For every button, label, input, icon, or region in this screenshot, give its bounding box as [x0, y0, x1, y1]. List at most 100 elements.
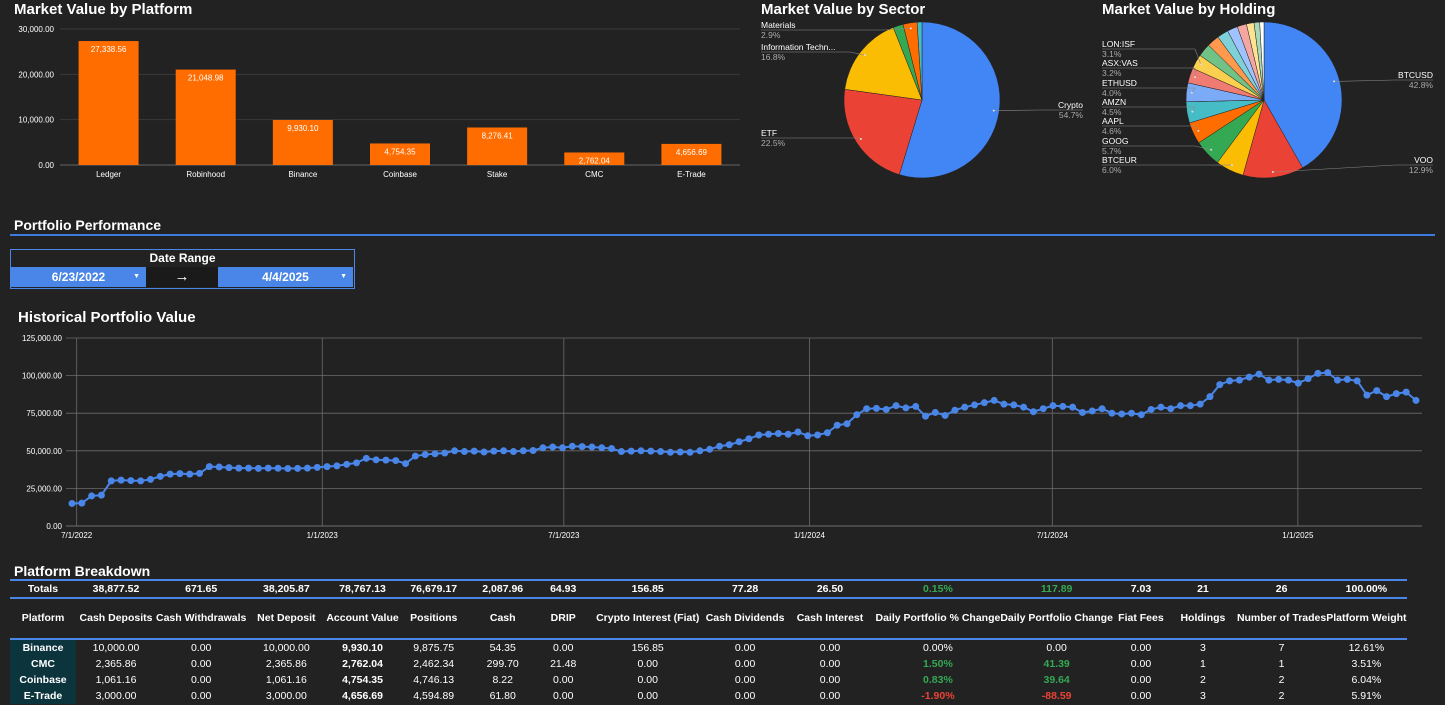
table-cell: Daily Portfolio % Change — [875, 598, 1001, 640]
table-cell: 3.51% — [1351, 658, 1382, 670]
table-cell: 6.04% — [1351, 674, 1382, 686]
data-point — [941, 411, 949, 419]
data-point — [1402, 388, 1410, 396]
data-point — [833, 421, 841, 429]
y-tick-label: 25,000.00 — [26, 484, 62, 493]
table-cell: 299.70 — [486, 658, 519, 670]
data-point — [1412, 396, 1420, 404]
data-point — [519, 447, 527, 455]
table-cell: 0.00 — [552, 674, 574, 686]
y-tick-label: 125,000.00 — [22, 334, 63, 343]
historical-value-line-chart[interactable]: 0.00 25,000.00 50,000.00 75,000.00 100,000.0… — [0, 330, 1440, 545]
data-point — [127, 477, 135, 485]
data-point — [333, 462, 341, 470]
header-row: Platform Cash Deposits Cash Withdrawals Net… — [10, 598, 1407, 640]
table-cell: 0.00 — [190, 674, 212, 686]
slice-label: BTCEUR — [1102, 155, 1137, 165]
slice-label: Information Techn... — [761, 42, 836, 52]
table-cell: 4,594.89 — [413, 690, 455, 702]
data-point — [382, 456, 390, 464]
table-cell: 0.00 — [734, 690, 756, 702]
data-point — [1108, 409, 1116, 417]
table-cell: Cash Deposits — [76, 598, 156, 640]
data-point — [146, 475, 154, 483]
data-point — [1147, 405, 1155, 413]
data-point — [1373, 387, 1381, 395]
table-cell: 0.00 — [637, 674, 658, 686]
table-cell: 9,930.10 — [342, 642, 383, 654]
data-point — [372, 456, 380, 464]
data-point — [176, 470, 184, 478]
data-point — [637, 447, 645, 455]
table-cell: 3,000.00 — [265, 690, 307, 702]
data-point — [402, 460, 410, 468]
data-point — [411, 452, 419, 460]
data-point — [961, 403, 969, 411]
data-point — [892, 402, 900, 410]
data-point — [352, 459, 360, 467]
data-point — [88, 492, 96, 500]
table-cell: 0.00 — [734, 642, 756, 654]
data-point — [725, 441, 733, 449]
table-cell: Daily Portfolio Change — [1000, 598, 1113, 640]
end-date-value: 4/4/2025 — [262, 270, 309, 284]
table-cell: 41.39 — [1043, 658, 1070, 670]
data-point — [676, 448, 684, 456]
y-tick-label: 0.00 — [38, 161, 54, 170]
table-cell: 0.00 — [734, 658, 756, 670]
bar-value-label: 21,048.98 — [188, 74, 224, 83]
start-date-dropdown[interactable]: 6/23/2022 ▼ — [11, 267, 146, 287]
y-tick-label: 20,000.00 — [18, 70, 54, 79]
data-point — [1343, 375, 1351, 383]
table-cell: Cash Withdrawals — [156, 598, 247, 640]
data-point — [392, 457, 400, 465]
bar-value-label: 9,930.10 — [287, 124, 319, 133]
slice-percent: 4.6% — [1102, 126, 1122, 136]
data-point — [921, 412, 929, 420]
leader-line — [1102, 48, 1202, 65]
leader-line — [1102, 106, 1196, 112]
x-tick-label: CMC — [585, 170, 603, 179]
data-point — [509, 448, 517, 456]
table-cell: 3 — [1200, 690, 1206, 702]
slice-label: Crypto — [1058, 100, 1083, 110]
holding-pie-chart[interactable]: LON:ISF3.1%ASX:VAS3.2%ETHUSD4.0%AMZN4.5%… — [1095, 18, 1440, 186]
data-point — [1196, 400, 1204, 408]
data-point — [1059, 402, 1067, 410]
x-tick-label: 1/1/2024 — [794, 531, 826, 540]
table-cell: Totals — [10, 579, 76, 599]
sector-chart-title: Market Value by Sector — [761, 1, 926, 18]
data-point — [1363, 391, 1371, 399]
data-point — [843, 420, 851, 428]
leader-line — [1102, 87, 1196, 93]
data-point — [1383, 393, 1391, 401]
end-date-dropdown[interactable]: 4/4/2025 ▼ — [218, 267, 353, 287]
data-point — [1010, 401, 1018, 409]
platform-bar-chart[interactable]: 0.00 10,000.00 20,000.00 30,000.00 27,338.56… — [0, 18, 745, 186]
data-point — [696, 447, 704, 455]
table-cell: 0.00 — [734, 674, 756, 686]
table-cell: 0.00 — [552, 690, 574, 702]
bar-value-label: 27,338.56 — [91, 45, 127, 54]
table-cell: 5.91% — [1351, 690, 1382, 702]
holding-chart-title: Market Value by Holding — [1102, 1, 1276, 18]
x-tick-label: 7/1/2022 — [61, 531, 93, 540]
x-tick-label: Coinbase — [383, 170, 417, 179]
data-point — [186, 470, 194, 478]
data-point — [980, 399, 988, 407]
data-point — [500, 447, 508, 455]
bar-ledger — [78, 41, 139, 165]
bar-value-label: 2,762.04 — [579, 156, 611, 165]
data-point — [1029, 408, 1037, 416]
leader-line — [761, 28, 911, 31]
slice-percent: 4.0% — [1102, 88, 1122, 98]
table-cell: 0.00 — [552, 642, 574, 654]
table-row: CMC 2,365.86 0.00 2,365.86 2,762.04 2,462.34 2… — [10, 656, 1407, 672]
table-cell: DRIP — [536, 598, 590, 640]
leader-dot — [1191, 110, 1194, 113]
data-point — [1069, 403, 1077, 411]
table-cell: Cash Interest — [784, 598, 876, 640]
data-point — [284, 465, 292, 473]
leader-line — [761, 51, 866, 56]
